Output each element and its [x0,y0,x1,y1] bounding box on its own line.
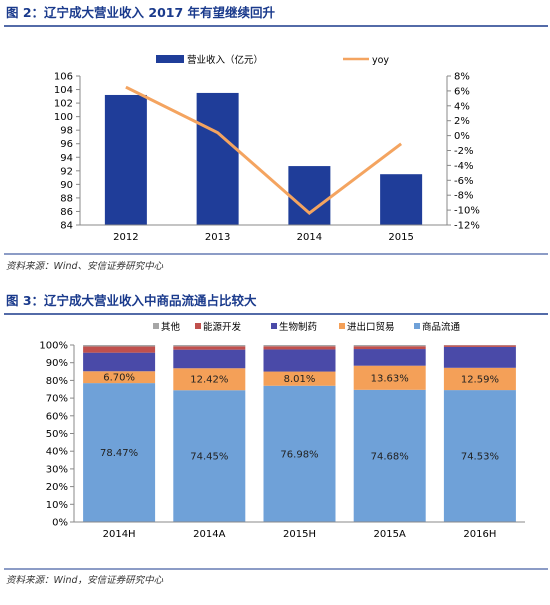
y-tick-label: 80% [46,376,68,387]
legend-swatch [195,323,201,329]
stack-segment [444,345,516,347]
right-tick-label: -6% [454,176,473,187]
revenue-mix-chart: 其他 能源开发 生物制药 进出口贸易 商品流通 78.47% 6.70% 2014H 74.45… [39,321,525,540]
y-tick-label: 50% [46,429,68,440]
segment-data-label: 13.63% [371,373,409,384]
legend-label: 商品流通 [422,321,461,333]
right-tick-label: 2% [454,116,470,127]
legend-swatch [153,323,159,329]
figure-2-source: 资料来源：Wind、安信证券研究中心 [6,260,164,272]
stack-segment [83,346,155,352]
stack-segment [444,347,516,368]
y-tick-label: 60% [46,411,68,422]
x-tick-label: 2015 [388,232,413,243]
segment-data-label: 76.98% [280,449,318,460]
yoy-line [126,87,401,213]
figure-2-title: 图 2：辽宁成大营业收入 2017 年有望继续回升 [6,5,276,20]
left-tick-label: 90 [60,180,73,191]
x-tick-label: 2014 [297,232,322,243]
legend-swatch [414,323,420,329]
legend-label: 进出口贸易 [347,321,395,333]
revenue-bar [105,95,147,225]
left-tick-label: 84 [60,221,73,232]
stack-segment [173,345,245,346]
stack-segment [83,353,155,372]
x-tick-label: 2014A [193,529,225,540]
segment-data-label: 74.53% [461,452,499,463]
stack-segment [264,349,336,371]
stack-segment [354,345,426,346]
segment-data-label: 8.01% [284,374,316,385]
segment-data-label: 6.70% [103,373,135,384]
right-tick-label: 4% [454,101,470,112]
stack-segment [173,350,245,369]
legend-label: 能源开发 [203,321,242,333]
y-tick-label: 10% [46,500,68,511]
legend-swatch [339,323,345,329]
legend-label-revenue: 营业收入（亿元） [187,54,263,66]
y-tick-label: 40% [46,447,68,458]
stack-segment [173,346,245,349]
stack-segment [354,349,426,366]
right-tick-label: 8% [454,72,470,83]
right-tick-label: 6% [454,86,470,97]
figure-3-source: 资料来源：Wind，安信证券研究中心 [6,574,164,586]
revenue-bar [197,93,239,225]
stack-segment [264,346,336,349]
legend-swatch [271,323,277,329]
legend-label: 其他 [161,321,181,333]
x-tick-label: 2014H [103,529,136,540]
segment-data-label: 74.45% [190,452,228,463]
y-tick-label: 0% [52,518,68,529]
revenue-bar [380,174,422,225]
left-tick-label: 94 [60,153,73,164]
x-tick-label: 2016H [463,529,496,540]
stack-segment [264,345,336,346]
segment-data-label: 12.42% [190,375,228,386]
left-tick-label: 88 [60,193,73,204]
x-tick-label: 2013 [205,232,230,243]
left-tick-label: 104 [54,85,73,96]
segment-data-label: 78.47% [100,448,138,459]
left-tick-label: 102 [54,99,73,110]
y-tick-label: 20% [46,482,68,493]
segment-data-label: 12.59% [461,374,499,385]
stack-segment [354,346,426,349]
legend-label: 生物制药 [279,321,317,333]
right-tick-label: -8% [454,191,473,202]
left-tick-label: 86 [60,207,73,218]
legend-swatch-revenue [156,55,184,63]
stack-segment [83,345,155,346]
left-tick-label: 106 [54,72,73,83]
y-tick-label: 70% [46,394,68,405]
left-tick-label: 96 [60,139,73,150]
right-tick-label: -10% [454,206,480,217]
left-tick-label: 100 [54,112,73,123]
y-tick-label: 30% [46,464,68,475]
revenue-yoy-chart: 营业收入（亿元） yoy 84 86 88 90 92 94 96 98 100 102 104 106 8… [54,54,480,243]
left-tick-label: 98 [60,126,73,137]
x-tick-label: 2015A [374,529,406,540]
revenue-bar [288,166,330,225]
y-tick-label: 90% [46,358,68,369]
segment-data-label: 74.68% [371,451,409,462]
left-tick-label: 92 [60,166,73,177]
right-tick-label: -2% [454,146,473,157]
right-tick-label: -4% [454,161,473,172]
x-tick-label: 2012 [113,232,138,243]
x-tick-label: 2015H [283,529,316,540]
right-tick-label: 0% [454,131,470,142]
legend-label-yoy: yoy [372,55,389,66]
figure-3-title: 图 3：辽宁成大营业收入中商品流通占比较大 [6,293,257,308]
y-tick-label: 100% [39,341,68,352]
right-tick-label: -12% [454,221,480,232]
